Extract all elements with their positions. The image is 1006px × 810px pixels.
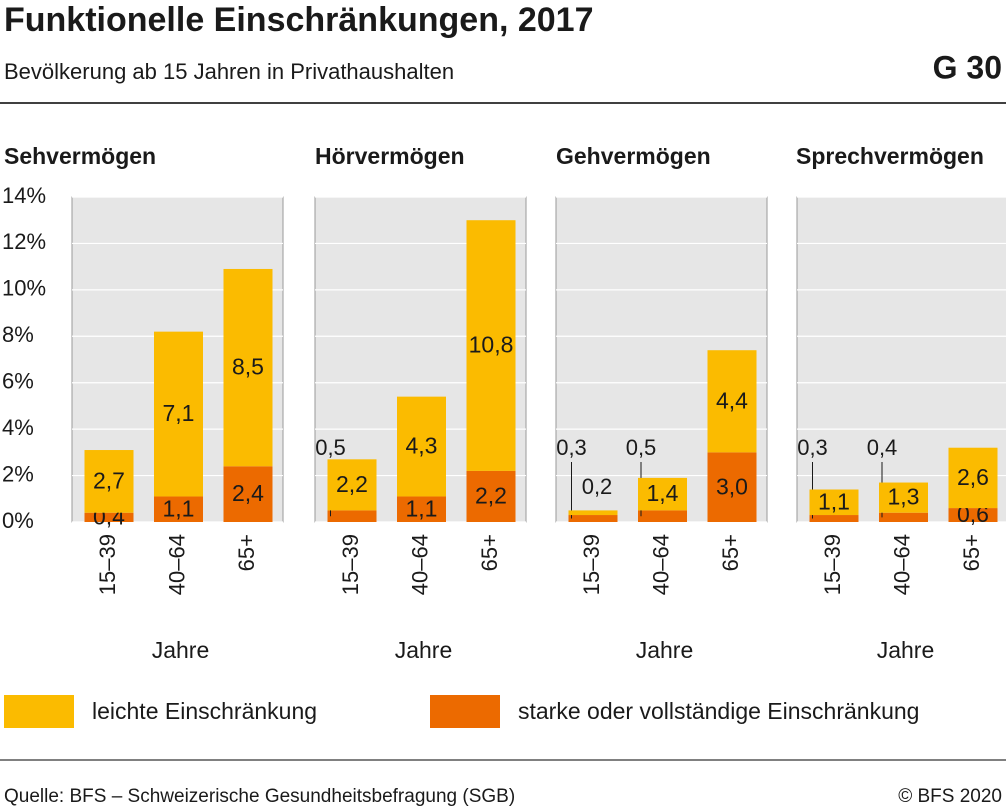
- y-tick-label: 0%: [2, 508, 34, 533]
- y-tick-label: 14%: [2, 183, 46, 208]
- legend-swatch: [430, 695, 500, 728]
- value-label: 2,2: [475, 483, 507, 509]
- value-label: 4,4: [716, 387, 748, 413]
- x-axis-label: Jahre: [395, 637, 453, 663]
- legend-label: leichte Einschränkung: [92, 698, 317, 724]
- source: Quelle: BFS – Schweizerische Gesundheits…: [4, 786, 515, 807]
- x-tick-label: 40–64: [407, 534, 432, 595]
- chart-title: Funktionelle Einschränkungen, 2017: [4, 1, 594, 39]
- value-label: 1,4: [647, 480, 679, 506]
- value-label: 2,4: [232, 480, 264, 506]
- legend-label: starke oder vollständige Einschränkung: [518, 698, 919, 724]
- value-label: 7,1: [163, 400, 195, 426]
- value-label: 2,7: [93, 467, 125, 493]
- subtitle: Bevölkerung ab 15 Jahren in Privathausha…: [4, 59, 454, 84]
- bar-segment: [84, 450, 134, 513]
- bar-segment: [707, 350, 757, 453]
- bar-segment: [948, 447, 998, 509]
- bar-segment: [638, 510, 687, 522]
- value-label: 1,1: [818, 488, 850, 514]
- x-tick-label: 40–64: [889, 534, 914, 595]
- bar-segment: [638, 477, 687, 511]
- bar-segment: [879, 482, 928, 513]
- y-tick-label: 8%: [2, 322, 34, 347]
- x-tick-label: 15–39: [338, 534, 363, 595]
- panel-title: Gehvermögen: [556, 143, 711, 169]
- x-tick-label: 40–64: [164, 534, 189, 595]
- panel-title: Sehvermögen: [4, 143, 156, 169]
- bar-segment: [397, 496, 446, 522]
- panel-title: Hörvermögen: [315, 143, 465, 169]
- x-tick-label: 65+: [718, 534, 743, 571]
- value-label: 0,5: [315, 435, 346, 460]
- x-tick-label: 65+: [234, 534, 259, 571]
- y-tick-label: 12%: [2, 229, 46, 254]
- x-tick-label: 65+: [477, 534, 502, 571]
- value-label: 4,3: [406, 433, 438, 459]
- bar-segment: [327, 510, 377, 522]
- x-axis-label: Jahre: [877, 637, 935, 663]
- legend-swatch: [4, 695, 74, 728]
- x-axis-label: Jahre: [152, 637, 210, 663]
- bar-segment: [84, 512, 134, 522]
- x-tick-label: 15–39: [579, 534, 604, 595]
- value-label: 8,5: [232, 354, 264, 380]
- bar-segment: [154, 496, 203, 522]
- bar-segment: [879, 512, 928, 522]
- bar-segment: [948, 508, 998, 522]
- bar-segment: [327, 459, 377, 511]
- value-label: 1,1: [406, 495, 438, 521]
- y-tick-label: 2%: [2, 461, 34, 486]
- bar-segment: [466, 470, 516, 522]
- bar-segment: [568, 510, 618, 516]
- chart-code: G 30: [933, 49, 1002, 85]
- value-label: 1,3: [888, 484, 920, 510]
- value-label: 2,2: [336, 471, 368, 497]
- bar-segment: [154, 331, 203, 497]
- x-tick-label: 40–64: [648, 534, 673, 595]
- panel-title: Sprechvermögen: [796, 143, 984, 169]
- x-tick-label: 15–39: [820, 534, 845, 595]
- value-label: 0,2: [582, 474, 613, 499]
- value-label: 0,3: [556, 435, 587, 460]
- bar-segment: [223, 466, 273, 522]
- y-tick-label: 10%: [2, 276, 46, 301]
- value-label: 1,1: [163, 495, 195, 521]
- bar-segment: [568, 515, 618, 522]
- value-label: 0,3: [797, 435, 828, 460]
- bar-segment: [809, 489, 859, 516]
- value-label: 2,6: [957, 464, 989, 490]
- value-label: 3,0: [716, 473, 748, 499]
- bar-segment: [397, 396, 446, 497]
- bar-segment: [223, 268, 273, 467]
- bar-segment: [466, 220, 516, 471]
- value-label: 10,8: [469, 332, 514, 358]
- y-tick-label: 6%: [2, 369, 34, 394]
- x-tick-label: 65+: [959, 534, 984, 571]
- bar-segment: [707, 452, 757, 522]
- y-tick-label: 4%: [2, 415, 34, 440]
- value-label: 0,5: [626, 435, 657, 460]
- bar-segment: [809, 515, 859, 522]
- copyright: © BFS 2020: [898, 786, 1002, 807]
- value-label: 0,4: [867, 435, 898, 460]
- x-axis-label: Jahre: [636, 637, 694, 663]
- x-tick-label: 15–39: [95, 534, 120, 595]
